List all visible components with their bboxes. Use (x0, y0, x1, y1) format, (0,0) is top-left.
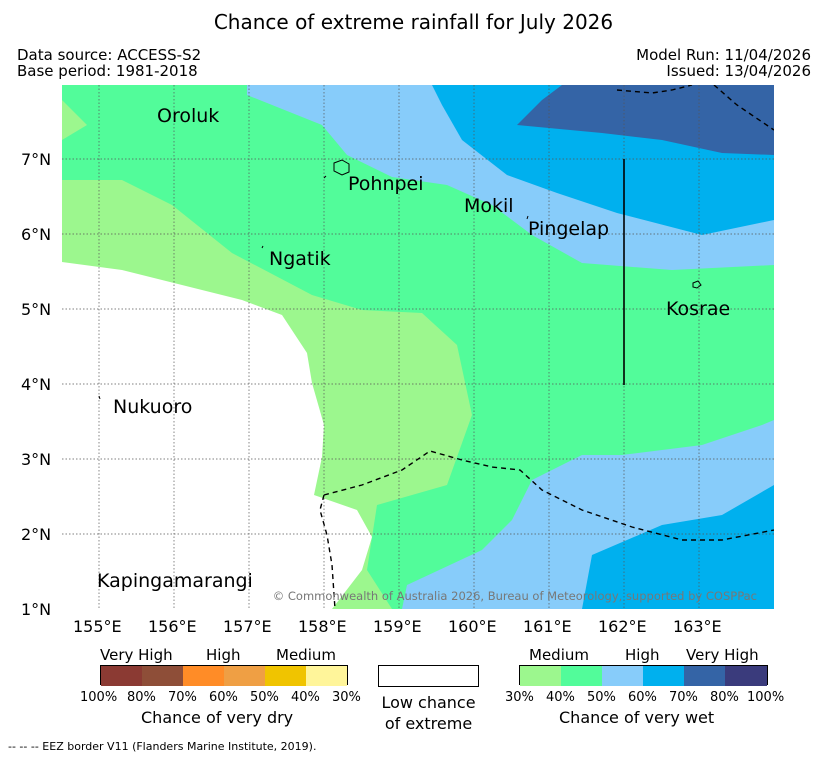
wet-category-very-high: Very High (686, 646, 759, 664)
base-period: Base period: 1981-2018 (17, 62, 198, 80)
lon-label-156: 156°E (148, 617, 197, 636)
lat-label-4: 4°N (21, 375, 52, 394)
dry-swatch-2 (142, 666, 183, 686)
lon-label-155: 155°E (73, 617, 122, 636)
zone-low-chance (62, 262, 372, 609)
dry-swatch-3 (183, 666, 224, 686)
issued-date: Issued: 13/04/2026 (666, 62, 811, 80)
wet-category-medium: Medium (529, 646, 589, 664)
dry-tick-80: 80% (127, 690, 156, 705)
dry-tick-30: 30% (332, 690, 361, 705)
wet-swatch-3 (602, 666, 643, 686)
dry-category-very-high: Very High (100, 646, 173, 664)
wet-swatch-6 (725, 666, 767, 686)
islands (98, 159, 702, 400)
wet-tick-30: 30% (505, 690, 534, 705)
low-chance-label-1: Low chance (381, 693, 476, 712)
eez-border-note: -- -- -- EEZ border V11 (Flanders Marine… (8, 740, 317, 753)
label-oroluk: Oroluk (157, 105, 219, 127)
dry-tick-50: 50% (250, 690, 279, 705)
lon-label-162: 162°E (598, 617, 647, 636)
dry-tick-100: 100% (80, 690, 118, 705)
wet-swatch-4 (643, 666, 684, 686)
eez-borders (319, 85, 774, 609)
lon-label-159: 159°E (373, 617, 422, 636)
low-chance-swatch (378, 665, 479, 687)
wet-tick-100: 100% (747, 690, 785, 705)
wet-tick-40: 40% (546, 690, 575, 705)
zone-wet-70-80 (517, 85, 774, 155)
wet-tick-50: 50% (587, 690, 616, 705)
label-mokil: Mokil (464, 195, 514, 217)
lat-label-2: 2°N (21, 525, 52, 544)
wet-swatch-5 (684, 666, 725, 686)
wet-swatch-1 (520, 666, 561, 686)
lat-label-3: 3°N (21, 450, 52, 469)
dry-tick-40: 40% (291, 690, 320, 705)
lon-label-161: 161°E (523, 617, 572, 636)
dry-swatch-5 (265, 666, 306, 686)
dry-swatch-4 (224, 666, 265, 686)
wet-colorbar (519, 665, 768, 686)
rainfall-map: Oroluk Pohnpei Mokil Pingelap Ngatik Kos… (62, 85, 774, 609)
label-pingelap: Pingelap (528, 218, 609, 240)
dry-category-medium: Medium (276, 646, 336, 664)
data-source: Data source: ACCESS-S2 (17, 46, 202, 64)
dry-category-high: High (206, 646, 241, 664)
wet-tick-60: 60% (628, 690, 657, 705)
model-run: Model Run: 11/04/2026 (636, 46, 811, 64)
low-chance-label-2: of extreme (384, 714, 473, 733)
wet-tick-70: 70% (669, 690, 698, 705)
zone-wet-60-70-south (582, 485, 774, 609)
copyright-notice: © Commonwealth of Australia 2026, Bureau… (273, 589, 757, 603)
wet-category-high: High (625, 646, 660, 664)
dry-legend-title: Chance of very dry (141, 708, 294, 727)
label-kapingamarangi: Kapingamarangi (97, 570, 253, 592)
lon-label-158: 158°E (298, 617, 347, 636)
dry-swatch-6 (306, 666, 347, 686)
dry-tick-70: 70% (168, 690, 197, 705)
wet-tick-80: 80% (710, 690, 739, 705)
dry-colorbar (100, 665, 348, 686)
dry-swatch-1 (101, 666, 142, 686)
dry-tick-60: 60% (209, 690, 238, 705)
label-pohnpei: Pohnpei (348, 173, 424, 195)
wet-legend-title: Chance of very wet (559, 708, 715, 727)
lat-label-1: 1°N (21, 600, 52, 619)
lon-label-160: 160°E (448, 617, 497, 636)
lat-label-5: 5°N (21, 300, 52, 319)
label-ngatik: Ngatik (269, 248, 331, 270)
lon-label-163: 163°E (673, 617, 722, 636)
lat-label-7: 7°N (21, 150, 52, 169)
lat-label-6: 6°N (21, 225, 52, 244)
wet-swatch-2 (561, 666, 602, 686)
label-kosrae: Kosrae (666, 298, 730, 320)
lon-label-157: 157°E (223, 617, 272, 636)
label-nukuoro: Nukuoro (113, 396, 192, 418)
map-title: Chance of extreme rainfall for July 2026 (213, 10, 614, 34)
